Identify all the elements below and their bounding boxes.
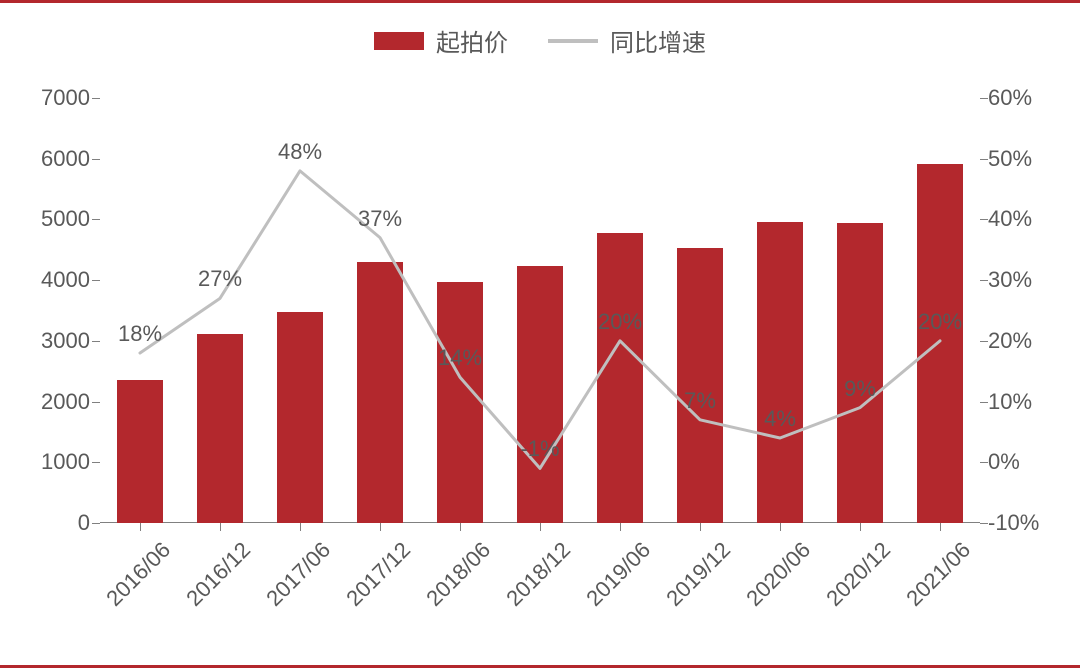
line-data-label: 18% [118, 321, 162, 347]
legend-line-label: 同比增速 [610, 23, 706, 58]
chart-frame: 起拍价 同比增速 01000200030004000500060007000-1… [0, 0, 1080, 668]
legend: 起拍价 同比增速 [0, 23, 1080, 58]
y-right-tick: -10% [980, 510, 1039, 536]
x-category-label: 2020/12 [821, 537, 896, 612]
x-category-label: 2018/06 [421, 537, 496, 612]
line-data-label: 4% [764, 406, 796, 432]
x-category-label: 2020/06 [741, 537, 816, 612]
x-category-label: 2016/06 [101, 537, 176, 612]
legend-item-bar: 起拍价 [374, 23, 508, 58]
x-category-label: 2018/12 [501, 537, 576, 612]
line-data-label: 20% [598, 309, 642, 335]
line-data-label: 14% [438, 345, 482, 371]
legend-swatch-bar [374, 32, 424, 50]
x-category-label: 2021/06 [901, 537, 976, 612]
line-data-label: 37% [358, 206, 402, 232]
x-category-label: 2016/12 [181, 537, 256, 612]
x-category-label: 2017/12 [341, 537, 416, 612]
legend-item-line: 同比增速 [548, 23, 706, 58]
plot-area: 01000200030004000500060007000-10%0%10%20… [100, 98, 980, 523]
x-category-label: 2017/06 [261, 537, 336, 612]
line-data-label: -1% [520, 436, 559, 462]
legend-swatch-line [548, 39, 598, 43]
line-data-label: 9% [844, 376, 876, 402]
x-category-label: 2019/12 [661, 537, 736, 612]
line-data-label: 7% [684, 388, 716, 414]
legend-bar-label: 起拍价 [436, 23, 508, 58]
line-data-label: 20% [918, 309, 962, 335]
line-data-label: 27% [198, 266, 242, 292]
line-data-label: 48% [278, 139, 322, 165]
x-category-label: 2019/06 [581, 537, 656, 612]
